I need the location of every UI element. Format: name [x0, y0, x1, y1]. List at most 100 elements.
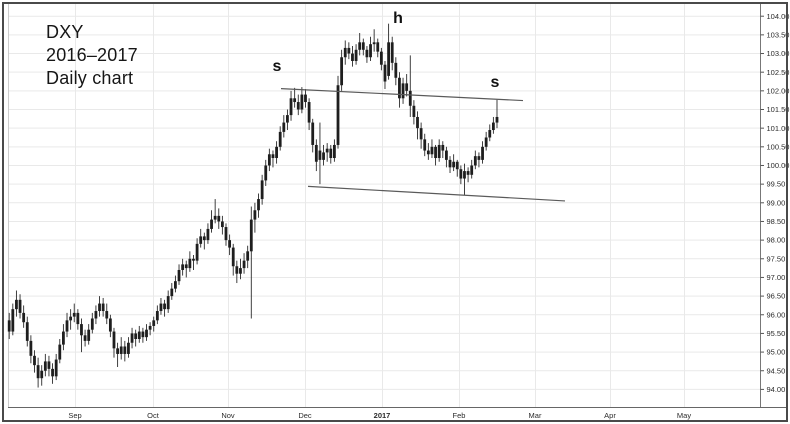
candle-body: [473, 156, 477, 166]
pattern-label-head: h: [393, 10, 403, 27]
candle-body: [25, 322, 29, 341]
candlestick: [166, 290, 170, 313]
candlestick: [36, 357, 40, 388]
candle-body: [264, 165, 268, 181]
candle-body: [390, 42, 394, 63]
candlestick: [314, 139, 318, 172]
x-tick-label: Nov: [221, 411, 235, 420]
candlestick: [416, 111, 419, 140]
candlestick: [452, 154, 456, 172]
candle-body: [137, 331, 141, 340]
candlestick: [271, 150, 275, 168]
candlestick: [289, 90, 293, 121]
candlestick: [195, 238, 199, 265]
candlestick: [206, 223, 210, 244]
candlestick: [296, 94, 300, 116]
candlestick: [260, 174, 264, 205]
candle-body: [463, 171, 466, 179]
candle-body: [286, 115, 289, 123]
candle-body: [87, 329, 91, 341]
candlestick: [181, 258, 185, 276]
pattern-label-right-shoulder: s: [491, 74, 500, 91]
candlestick: [264, 159, 268, 187]
candlestick: [477, 152, 481, 168]
candlestick: [137, 325, 141, 343]
candle-body: [90, 318, 94, 330]
candle-body: [228, 240, 232, 248]
candle-body: [116, 348, 119, 354]
candle-body: [459, 169, 463, 179]
candle-body: [358, 42, 362, 50]
y-tick-label: 97.50: [767, 254, 786, 263]
candles-layer: [7, 23, 499, 388]
candlestick: [304, 88, 307, 108]
candle-body: [296, 102, 300, 110]
candlestick: [141, 327, 145, 343]
candle-body: [22, 312, 26, 323]
candle-body: [405, 83, 409, 91]
plot-frame: [8, 4, 786, 408]
candle-body: [383, 64, 387, 82]
candlestick: [347, 42, 351, 60]
candle-body: [466, 171, 470, 175]
candlestick: [98, 296, 101, 317]
y-tick-label: 101.00: [767, 124, 790, 133]
candlestick: [80, 318, 83, 353]
candlestick: [184, 260, 188, 278]
candlestick: [275, 141, 278, 164]
candlestick: [152, 316, 156, 332]
candlestick: [231, 243, 235, 276]
candlestick: [361, 38, 365, 56]
candle-body: [448, 159, 452, 168]
candle-body: [83, 335, 87, 341]
candlestick: [217, 208, 221, 229]
candlestick: [405, 74, 409, 97]
candlestick: [22, 305, 26, 328]
candle-body: [329, 148, 333, 159]
candle-body: [246, 251, 250, 261]
candle-body: [72, 312, 76, 317]
candle-body: [76, 312, 80, 325]
candlestick: [228, 234, 232, 256]
candle-body: [412, 105, 416, 117]
candle-body: [300, 94, 304, 110]
candlestick: [224, 223, 228, 246]
candlestick: [491, 116, 495, 134]
candlestick: [7, 312, 11, 340]
candlestick: [300, 87, 304, 114]
candle-body: [445, 150, 448, 160]
candle-body: [278, 131, 282, 147]
lower-trendline: [307, 185, 566, 202]
candle-body: [43, 361, 47, 371]
candle-body: [253, 210, 257, 220]
candlestick: [463, 163, 466, 196]
candle-body: [488, 130, 492, 138]
candlestick: [83, 329, 87, 347]
candlestick: [220, 215, 224, 235]
candle-body: [311, 122, 315, 145]
candle-body: [314, 144, 318, 162]
candle-body: [423, 139, 427, 151]
candle-body: [199, 236, 203, 244]
candle-body: [376, 42, 380, 52]
candle-body: [145, 329, 148, 338]
candle-body: [419, 128, 423, 140]
candle-body: [213, 215, 217, 220]
y-tick-label: 103.50: [767, 30, 790, 39]
x-tick-label: Dec: [298, 411, 312, 420]
candle-body: [235, 266, 239, 274]
period-label: 2016–2017: [46, 45, 138, 65]
candlestick: [108, 314, 112, 338]
candle-body: [80, 324, 83, 336]
candlestick: [376, 38, 380, 58]
candle-body: [289, 98, 293, 116]
candle-body: [123, 346, 127, 354]
candle-body: [7, 320, 11, 332]
candle-body: [343, 47, 347, 58]
candlestick: [434, 144, 437, 166]
candle-body: [282, 122, 286, 132]
candle-body: [47, 361, 51, 369]
candle-body: [210, 219, 213, 229]
candle-body: [434, 146, 437, 159]
